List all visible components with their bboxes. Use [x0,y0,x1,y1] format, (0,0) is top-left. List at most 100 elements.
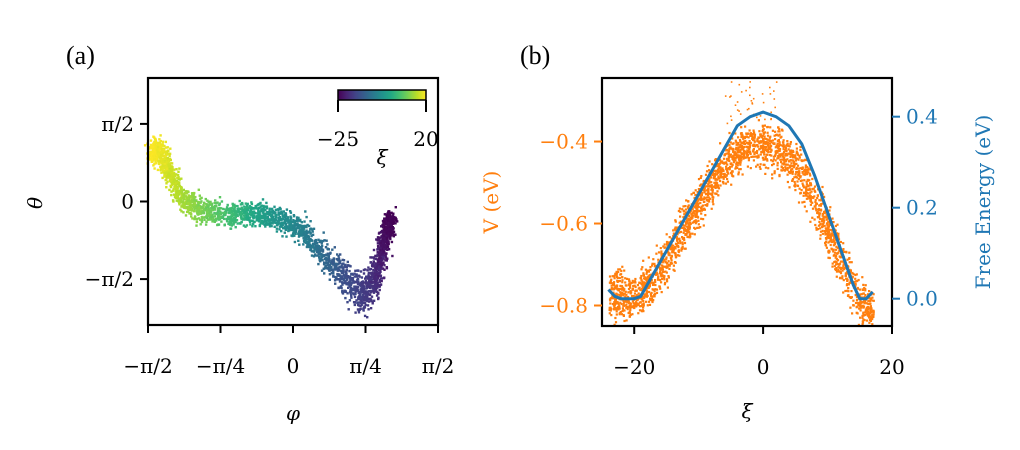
scatter-point [156,145,160,149]
scatter-point [627,295,630,299]
scatter-point [837,270,840,273]
scatter-point [682,205,685,208]
scatter-point [359,304,362,308]
scatter-point [242,224,246,227]
scatter-point [202,201,206,204]
scatter-point [726,177,729,181]
scatter-point [797,177,800,181]
scatter-point [702,208,705,211]
scatter-point [809,220,812,223]
scatter-point [766,148,769,151]
scatter-point [304,210,307,213]
scatter-point [256,212,259,215]
scatter-point [805,168,808,172]
scatter-point [287,229,290,233]
scatter-point [359,294,362,297]
scatter-point [384,256,388,259]
scatter-point [236,211,239,214]
scatter-point [755,151,759,155]
scatter-point [703,208,706,211]
scatter-point [849,306,852,309]
scatter-point [394,206,397,209]
scatter-point [374,257,377,260]
scatter-point [371,290,374,293]
scatter-point [763,124,766,127]
scatter-point [180,177,183,180]
scatter-point [671,262,674,265]
scatter-point [616,287,619,290]
scatter-point [862,305,866,308]
scatter-point [842,248,845,251]
scatter-point [657,276,660,279]
scatter-point [272,219,275,222]
scatter-point [661,260,664,263]
scatter-point [369,291,372,294]
scatter-point [821,232,824,235]
scatter-point [307,242,310,245]
scatter-point [378,254,381,258]
scatter-point [369,261,372,264]
scatter-point [354,311,357,314]
scatter-point [369,280,373,284]
scatter-point [679,215,682,218]
scatter-point [365,284,368,288]
scatter-point [740,144,744,148]
scatter-point [378,238,381,241]
scatter-point [692,210,695,213]
scatter-point [744,125,747,128]
scatter-point [869,312,872,315]
scatter-point [372,257,376,260]
scatter-point [754,145,757,148]
scatter-point [331,248,334,251]
scatter-point [852,299,855,302]
scatter-point [833,237,836,240]
scatter-point [738,139,742,142]
scatter-point [786,180,789,184]
scatter-point [156,143,159,147]
scatter-point [828,209,831,212]
y-tick-label-a: −π/2 [85,267,134,291]
scatter-point [376,242,380,245]
scatter-point [737,141,740,145]
scatter-point [705,192,708,195]
scatter-point [623,300,626,303]
scatter-point [235,219,239,222]
scatter-point [386,212,390,216]
scatter-point [872,310,875,313]
scatter-point [276,220,280,223]
scatter-point [772,158,775,161]
scatter-point [229,221,232,224]
scatter-point [185,202,188,206]
scatter-point [159,168,162,172]
scatter-point [615,310,618,313]
scatter-point [371,262,375,265]
scatter-point [356,287,359,290]
scatter-point [794,157,797,160]
scatter-point [684,208,688,211]
scatter-point [608,306,611,309]
scatter-point [778,149,781,153]
scatter-point [833,254,836,257]
scatter-point [814,223,817,227]
scatter-point [273,205,276,208]
scatter-point [206,205,210,209]
scatter-point [662,276,666,279]
scatter-point [389,213,392,216]
scatter-point [310,254,314,257]
scatter-point [777,126,780,129]
scatter-point [224,213,227,217]
scatter-point [731,147,734,150]
scatter-point [762,132,766,135]
scatter-point [366,295,369,298]
scatter-point [376,263,380,266]
scatter-point [748,150,752,153]
scatter-point [771,129,774,132]
scatter-point [366,297,370,301]
scatter-point [783,158,786,162]
scatter-point [316,254,319,257]
scatter-point [681,241,684,244]
scatter-point [175,187,178,190]
scatter-point [280,210,283,213]
scatter-point [627,291,630,294]
scatter-point [682,216,685,219]
